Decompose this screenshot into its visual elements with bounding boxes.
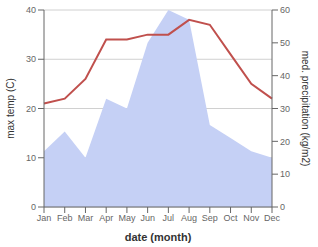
svg-text:Mar: Mar <box>78 213 94 223</box>
svg-text:40: 40 <box>26 5 36 15</box>
svg-text:10: 10 <box>280 169 290 179</box>
svg-text:May: May <box>118 213 136 223</box>
svg-text:Nov: Nov <box>243 213 260 223</box>
svg-text:50: 50 <box>280 38 290 48</box>
svg-text:Sep: Sep <box>202 213 218 223</box>
svg-text:max temp (C): max temp (C) <box>8 78 16 139</box>
svg-text:Jul: Jul <box>163 213 175 223</box>
svg-text:med. precipitation (kg/m2): med. precipitation (kg/m2) <box>300 51 310 167</box>
svg-text:date (month): date (month) <box>125 231 192 243</box>
svg-text:20: 20 <box>26 104 36 114</box>
svg-text:40: 40 <box>280 71 290 81</box>
svg-text:0: 0 <box>280 202 285 212</box>
svg-text:20: 20 <box>280 137 290 147</box>
svg-text:10: 10 <box>26 153 36 163</box>
svg-text:Oct: Oct <box>224 213 239 223</box>
svg-text:Jun: Jun <box>140 213 155 223</box>
svg-text:Dec: Dec <box>264 213 281 223</box>
svg-text:Apr: Apr <box>99 213 113 223</box>
svg-text:Jan: Jan <box>37 213 52 223</box>
svg-text:Aug: Aug <box>181 213 197 223</box>
svg-text:0: 0 <box>31 202 36 212</box>
svg-text:30: 30 <box>280 104 290 114</box>
svg-text:60: 60 <box>280 5 290 15</box>
svg-text:Feb: Feb <box>57 213 73 223</box>
svg-text:30: 30 <box>26 54 36 64</box>
